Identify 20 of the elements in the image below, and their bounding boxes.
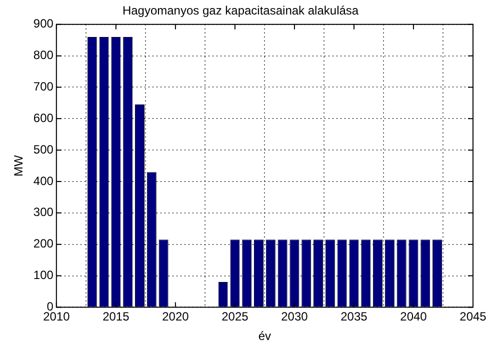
y-tick-label: 400 — [33, 174, 54, 188]
chart-title: Hagyomanyos gaz kapacitasainak alakulása — [122, 4, 359, 18]
x-tick-label: 2035 — [340, 310, 368, 324]
x-tick-label: 2020 — [162, 310, 190, 324]
x-tick-label: 2030 — [281, 310, 308, 324]
y-tick-label: 700 — [33, 80, 54, 94]
y-tick-label: 200 — [33, 236, 54, 251]
x-tick-label: 2015 — [102, 310, 130, 324]
y-axis-title: MW — [12, 154, 26, 176]
y-tick-label: 300 — [33, 205, 54, 220]
x-axis-title: év — [258, 329, 272, 344]
x-tick-label: 2045 — [460, 310, 487, 324]
y-tick-label: 800 — [33, 48, 54, 62]
x-tick-label: 2025 — [222, 310, 249, 324]
y-tick-label: 100 — [33, 268, 54, 282]
x-tick-label: 2010 — [43, 310, 70, 324]
x-tick-label: 2040 — [400, 310, 428, 324]
y-tick-label: 900 — [33, 16, 54, 31]
y-tick-label: 500 — [33, 142, 54, 156]
y-tick-label: 600 — [33, 110, 54, 125]
